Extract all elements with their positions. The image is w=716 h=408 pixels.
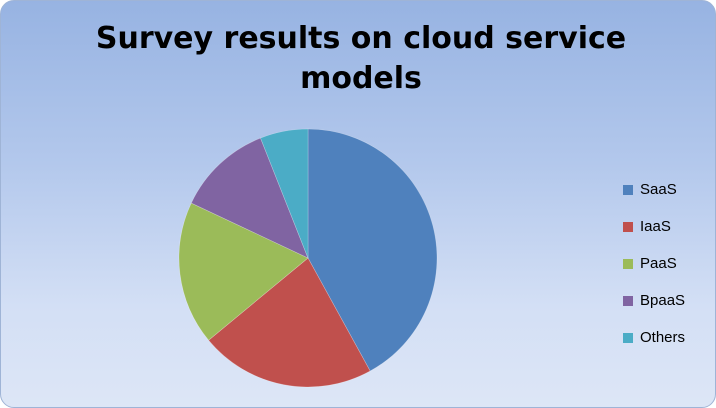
pie-slice-saas (307, 128, 438, 372)
chart-title: Survey results on cloud service models (95, 21, 627, 96)
legend-swatch (623, 332, 633, 343)
legend-swatch (623, 184, 633, 195)
legend-item-paas: PaaS (623, 245, 685, 282)
legend-label: PaaS (640, 255, 677, 272)
legend: SaaS IaaS PaaS BpaaS Others (623, 171, 685, 356)
legend-label: Others (640, 329, 686, 346)
legend-label: BpaaS (640, 292, 686, 309)
legend-item-bpaas: BpaaS (623, 282, 685, 319)
legend-swatch (623, 295, 633, 306)
pie-slice-iaas (208, 257, 371, 388)
pie-slice-paas (178, 202, 309, 341)
legend-swatch (623, 258, 633, 269)
legend-item-others: Others (623, 319, 685, 356)
legend-label: SaaS (640, 181, 677, 198)
legend-item-iaas: IaaS (623, 208, 685, 245)
pie-slice-others (260, 128, 309, 259)
legend-swatch (623, 221, 633, 232)
legend-label: IaaS (640, 218, 671, 235)
legend-item-saas: SaaS (623, 171, 685, 208)
pie-slice-bpaas (190, 137, 309, 259)
